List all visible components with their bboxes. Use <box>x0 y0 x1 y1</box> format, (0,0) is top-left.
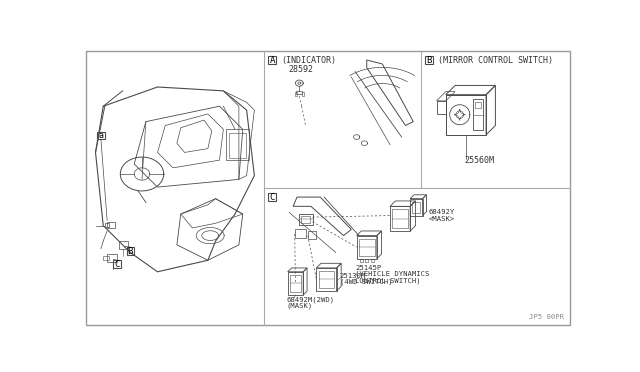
Bar <box>412 202 420 212</box>
Bar <box>301 216 310 223</box>
Bar <box>425 56 433 64</box>
Bar <box>371 259 374 262</box>
Text: 25145P: 25145P <box>355 265 381 271</box>
Bar <box>356 235 377 259</box>
Bar <box>446 95 486 135</box>
Bar <box>97 132 105 140</box>
Text: 25560M: 25560M <box>464 155 494 165</box>
Bar <box>288 272 303 295</box>
Text: C: C <box>269 193 275 202</box>
Bar <box>103 256 109 260</box>
Bar <box>316 268 337 291</box>
Bar <box>294 92 297 96</box>
Bar <box>298 214 312 225</box>
Bar <box>268 56 276 64</box>
Bar <box>392 209 408 228</box>
Bar <box>365 259 368 262</box>
Text: 25130M: 25130M <box>340 273 366 279</box>
Bar <box>290 275 301 292</box>
Bar <box>360 259 363 262</box>
Bar <box>301 92 304 96</box>
Text: CONTROL SWITCH): CONTROL SWITCH) <box>355 277 420 283</box>
Text: a: a <box>99 131 104 140</box>
Text: (MIRROR CONTROL SWITCH): (MIRROR CONTROL SWITCH) <box>438 55 553 64</box>
Bar <box>296 91 303 94</box>
Text: (MASK): (MASK) <box>286 302 312 309</box>
Bar <box>390 206 410 231</box>
Text: A: A <box>269 55 275 64</box>
Bar <box>476 102 481 108</box>
Bar <box>226 129 249 160</box>
Text: B: B <box>426 55 431 64</box>
Bar <box>410 199 422 216</box>
Bar <box>268 193 276 201</box>
Bar <box>294 230 305 238</box>
Bar <box>119 241 128 249</box>
Text: (VEHICLE DYNAMICS: (VEHICLE DYNAMICS <box>355 271 429 278</box>
Bar <box>107 254 117 262</box>
Text: <MASK>: <MASK> <box>429 216 455 222</box>
Text: JP5 00PR: JP5 00PR <box>529 314 564 320</box>
Bar <box>107 222 115 228</box>
Bar <box>127 247 134 255</box>
Bar <box>113 260 121 268</box>
Text: 28592: 28592 <box>289 65 314 74</box>
Bar <box>359 239 374 256</box>
Text: 68492Y: 68492Y <box>429 209 455 215</box>
Bar <box>229 133 246 158</box>
Text: (4WD SWITCH): (4WD SWITCH) <box>340 279 392 285</box>
Bar <box>473 99 483 130</box>
Text: 68492M(2WD): 68492M(2WD) <box>286 296 334 303</box>
Bar <box>105 223 109 227</box>
Bar <box>308 231 316 239</box>
Text: C: C <box>115 260 120 269</box>
Bar <box>319 271 334 288</box>
Text: B: B <box>128 247 133 256</box>
Text: (INDICATOR): (INDICATOR) <box>282 55 337 64</box>
